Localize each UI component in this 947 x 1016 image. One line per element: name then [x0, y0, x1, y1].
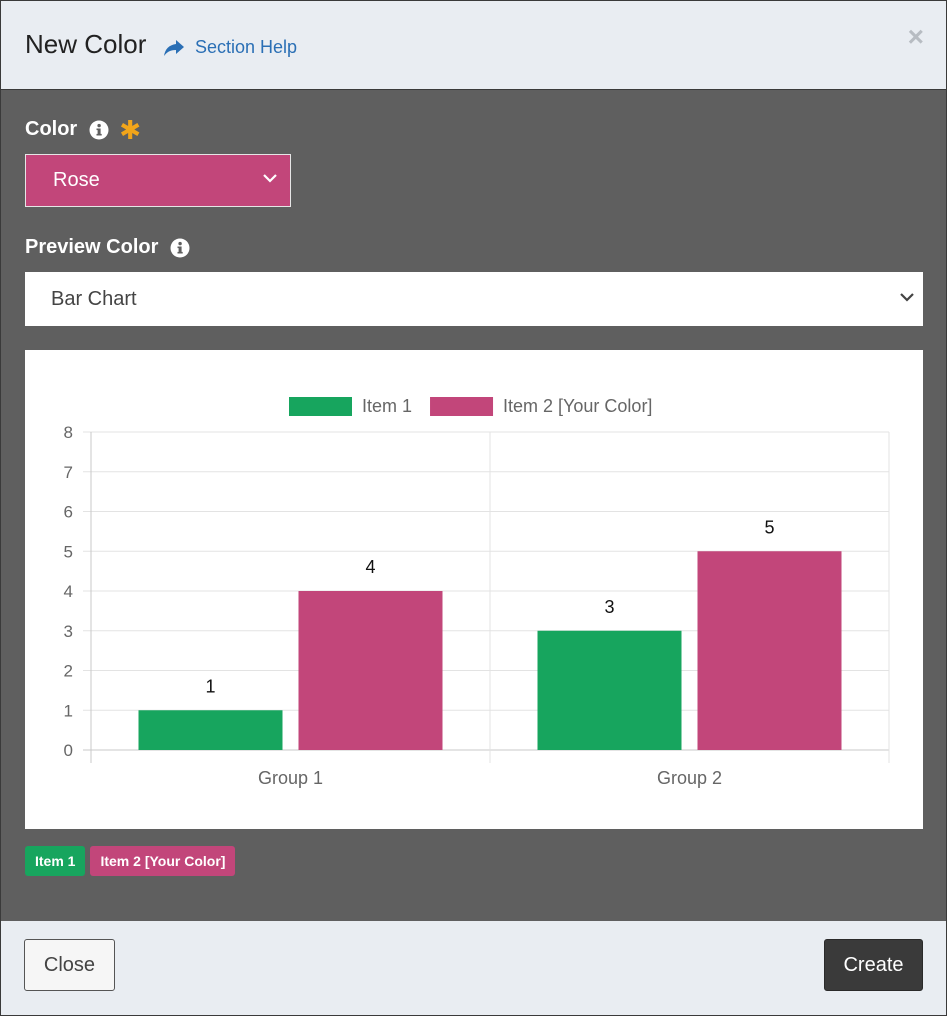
legend-swatch: [289, 397, 352, 416]
x-tick-label: Group 1: [258, 768, 323, 788]
color-select-value: Rose: [53, 169, 100, 191]
badge-item-1: Item 1: [25, 846, 86, 876]
close-button[interactable]: Close: [24, 939, 115, 991]
chevron-down-icon: [900, 293, 914, 302]
legend-label: Item 2 [Your Color]: [503, 396, 652, 416]
y-tick-label: 6: [64, 503, 73, 522]
y-tick-label: 1: [64, 701, 73, 720]
legend-badges: Item 1 Item 2 [Your Color]: [25, 846, 240, 876]
y-tick-label: 2: [64, 662, 73, 681]
color-field-label: Color ✱: [25, 114, 142, 145]
preview-label-text: Preview Color: [25, 236, 159, 258]
info-icon[interactable]: [170, 238, 190, 258]
bar: [138, 710, 283, 750]
preview-field-label: Preview Color: [25, 236, 190, 259]
create-button[interactable]: Create: [824, 939, 923, 991]
share-arrow-icon: [164, 39, 184, 56]
dialog-title: New Color: [25, 29, 147, 59]
dialog-header: New Color Section Help ×: [1, 1, 946, 90]
data-label: 4: [365, 557, 375, 577]
info-icon[interactable]: [89, 120, 109, 140]
y-tick-label: 7: [64, 463, 73, 482]
y-tick-label: 4: [64, 582, 73, 601]
y-tick-label: 0: [64, 741, 73, 760]
data-label: 3: [604, 597, 614, 617]
chart-preview: 0 1 2 3 4 5 6 7 8 1 4 Group 1 3 5 Group 2 Item 1 Item 2 …: [25, 350, 923, 829]
bar-chart: 0 1 2 3 4 5 6 7 8 1 4 Group 1 3 5 Group 2 Item 1 Item 2 …: [64, 396, 890, 788]
y-tick-label: 5: [64, 542, 73, 561]
color-select[interactable]: Rose: [25, 154, 291, 207]
preview-type-select[interactable]: Bar Chart: [25, 272, 923, 326]
section-help-label: Section Help: [195, 37, 298, 57]
section-help-link[interactable]: Section Help: [163, 37, 297, 58]
bar: [298, 591, 443, 750]
close-icon[interactable]: ×: [907, 21, 924, 52]
data-label: 5: [764, 517, 774, 537]
preview-select-value: Bar Chart: [51, 287, 137, 310]
x-tick-label: Group 2: [657, 768, 722, 788]
legend-swatch: [430, 397, 494, 416]
legend-label: Item 1: [362, 396, 412, 416]
data-label: 1: [205, 676, 215, 696]
y-tick-label: 3: [64, 622, 73, 641]
bar: [537, 630, 682, 750]
color-label-text: Color: [25, 118, 78, 140]
required-asterisk-icon: ✱: [119, 114, 142, 145]
dialog-footer: Close Create: [1, 921, 946, 1015]
badge-item-2: Item 2 [Your Color]: [90, 846, 236, 876]
y-tick-label: 8: [64, 423, 73, 442]
chevron-down-icon: [263, 174, 277, 183]
bar: [697, 551, 842, 750]
